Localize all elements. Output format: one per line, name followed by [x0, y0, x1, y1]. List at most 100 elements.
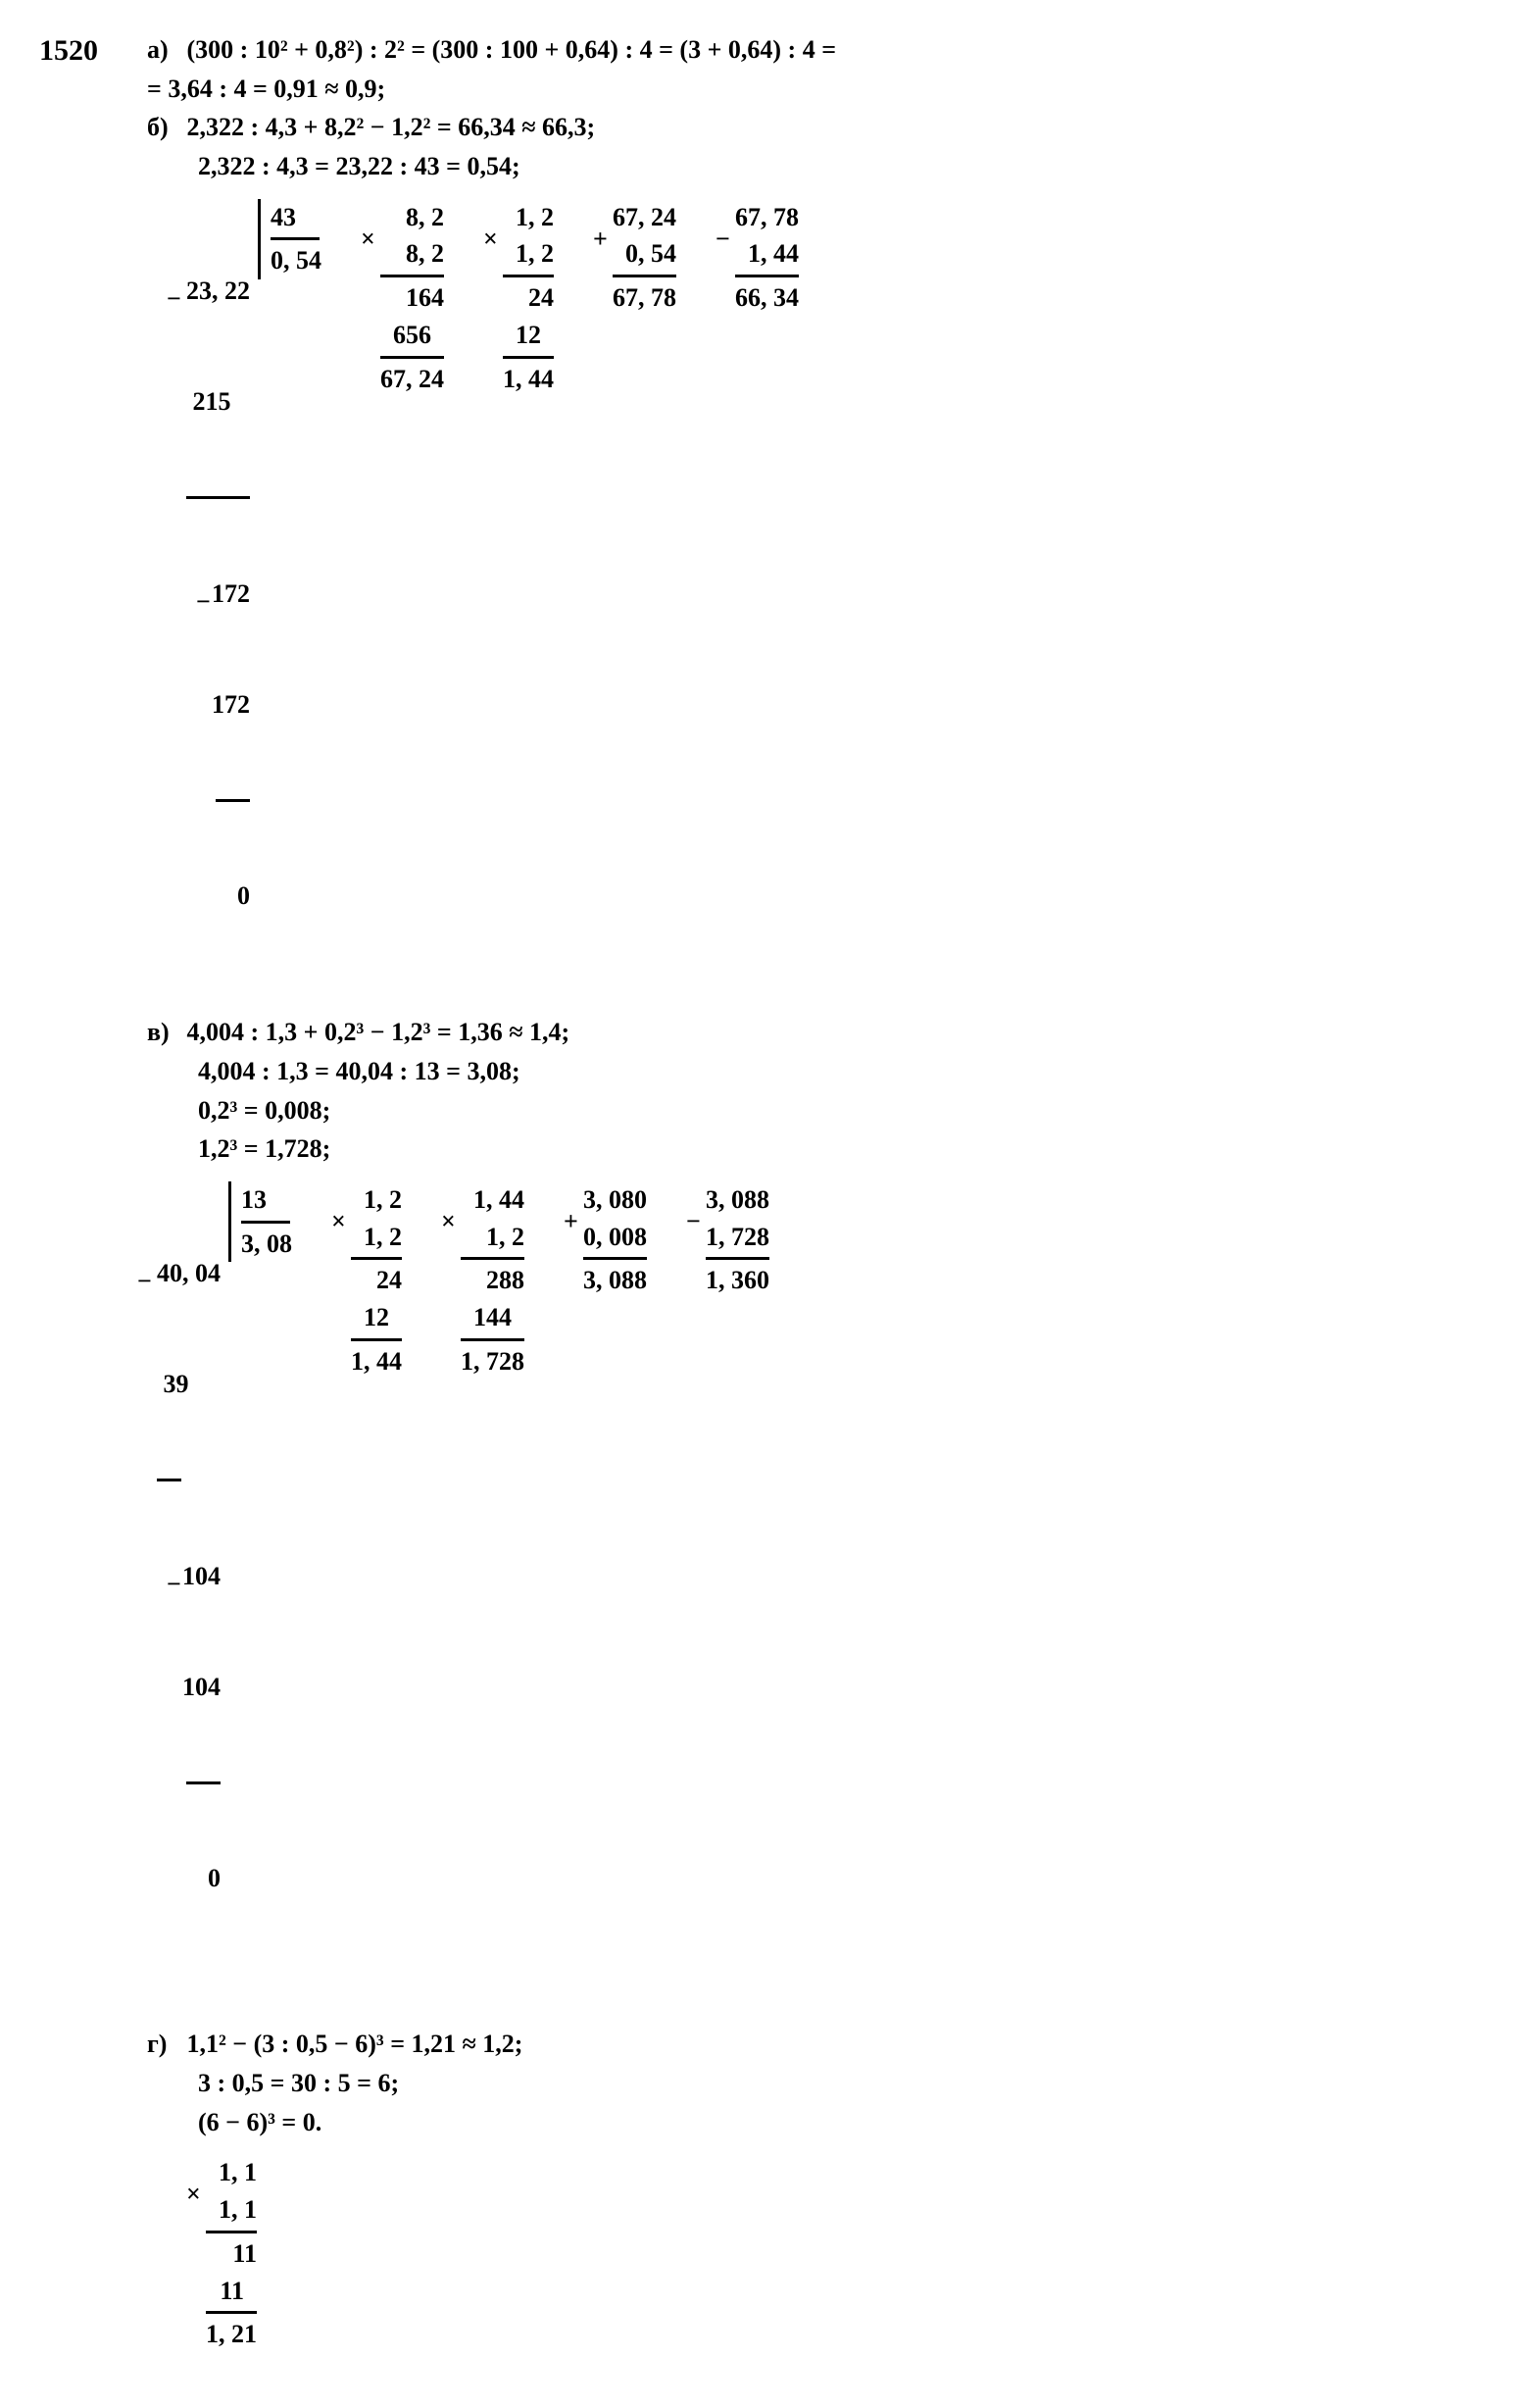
minus-icon: −	[167, 280, 181, 318]
b-div-dividend: 23, 22	[186, 276, 250, 305]
b-m2-p2: 12	[503, 317, 554, 354]
multiply-icon: ×	[441, 1203, 456, 1240]
part-d-expr1: 1,1² − (3 : 0,5 − 6)³ = 1,21 ≈ 1,2;	[187, 2030, 523, 2058]
part-b-work: −23, 22 215 −172 172 0 43 0, 54 8, 2 × 8…	[147, 199, 1491, 988]
c-sub-res: 1, 360	[706, 1262, 769, 1299]
part-d-line3: (6 − 6)³ = 0.	[147, 2104, 1491, 2141]
part-a-line1: а) (300 : 10² + 0,8²) : 2² = (300 : 100 …	[147, 31, 1491, 69]
c-m2-res: 1, 728	[461, 1343, 524, 1380]
c-mult2: 1, 44 × 1, 2 288 144 1, 728	[461, 1181, 524, 1380]
c-sub-b: 1, 728	[706, 1219, 769, 1256]
d-m-a: 1, 1	[206, 2154, 257, 2191]
plus-icon: +	[593, 221, 608, 258]
b-m1-b: 8, 2	[380, 235, 444, 273]
b-sub-res: 66, 34	[735, 279, 799, 317]
c-m2-p2: 144	[461, 1299, 524, 1336]
b-mult2: 1, 2 × 1, 2 24 12 1, 44	[503, 199, 554, 397]
b-m2-res: 1, 44	[503, 361, 554, 398]
part-c-line4: 1,2³ = 1,728;	[147, 1130, 1491, 1168]
part-c-line2: 4,004 : 1,3 = 40,04 : 13 = 3,08;	[147, 1053, 1491, 1090]
b-div-s1: 172	[212, 579, 250, 608]
b-add: 67, 24 + 0, 54 67, 78	[613, 199, 676, 317]
d-m-b: 1, 1	[206, 2191, 257, 2229]
part-d-work: 1, 1 × 1, 1 11 11 1, 21	[147, 2154, 1491, 2352]
c-div-s3: 0	[157, 1860, 221, 1897]
b-sub-a: 67, 78	[735, 199, 799, 236]
c-sub: 3, 088 − 1, 728 1, 360	[706, 1181, 769, 1299]
b-add-a: 67, 24	[613, 199, 676, 236]
d-m-p1: 11	[206, 2235, 257, 2273]
part-a-label: а)	[147, 31, 180, 69]
part-d-label: г)	[147, 2026, 180, 2063]
part-c-expr1: 4,004 : 1,3 + 0,2³ − 1,2³ = 1,36 ≈ 1,4;	[187, 1018, 570, 1046]
d-m-res: 1, 21	[206, 2316, 257, 2353]
b-m1-p1: 164	[380, 279, 444, 317]
part-d-line2: 3 : 0,5 = 30 : 5 = 6;	[147, 2065, 1491, 2102]
b-add-b: 0, 54	[613, 235, 676, 273]
b-div-s3: 0	[186, 878, 250, 915]
b-add-res: 67, 78	[613, 279, 676, 317]
b-div-s0: 215	[186, 383, 250, 421]
c-add-res: 3, 088	[583, 1262, 647, 1299]
c-add: 3, 080 + 0, 008 3, 088	[583, 1181, 647, 1299]
part-d-line1: г) 1,1² − (3 : 0,5 − 6)³ = 1,21 ≈ 1,2;	[147, 2026, 1491, 2063]
c-div-divisor: 13	[241, 1181, 290, 1224]
c-m1-res: 1, 44	[351, 1343, 402, 1380]
plus-icon: +	[564, 1203, 578, 1240]
part-c-line1: в) 4,004 : 1,3 + 0,2³ − 1,2³ = 1,36 ≈ 1,…	[147, 1014, 1491, 1051]
b-div-quotient: 0, 54	[271, 240, 321, 279]
c-mult1: 1, 2 × 1, 2 24 12 1, 44	[351, 1181, 402, 1380]
c-long-division: −40, 04 39 −104 104 0 13 3, 08	[157, 1181, 292, 1971]
c-m2-a: 1, 44	[461, 1181, 524, 1219]
minus-icon: −	[196, 583, 211, 621]
problem-content: а) (300 : 10² + 0,8²) : 2² = (300 : 100 …	[147, 29, 1491, 2379]
d-mult: 1, 1 × 1, 1 11 11 1, 21	[206, 2154, 257, 2352]
part-b-line2: 2,322 : 4,3 = 23,22 : 43 = 0,54;	[147, 148, 1491, 185]
c-sub-a: 3, 088	[706, 1181, 769, 1219]
part-c-line3: 0,2³ = 0,008;	[147, 1092, 1491, 1129]
c-div-dividend: 40, 04	[157, 1259, 221, 1287]
c-m1-p1: 24	[351, 1262, 402, 1299]
c-m2-p1: 288	[461, 1262, 524, 1299]
c-div-s1: 104	[182, 1562, 221, 1590]
problem-row: 1520 а) (300 : 10² + 0,8²) : 2² = (300 :…	[39, 29, 1491, 2379]
c-m1-a: 1, 2	[351, 1181, 402, 1219]
b-div-divisor: 43	[271, 199, 320, 241]
b-m2-a: 1, 2	[503, 199, 554, 236]
c-m1-b: 1, 2	[351, 1219, 402, 1256]
b-sub-b: 1, 44	[735, 235, 799, 273]
c-add-b: 0, 008	[583, 1219, 647, 1256]
c-m2-b: 1, 2	[461, 1219, 524, 1256]
multiply-icon: ×	[331, 1203, 346, 1240]
b-long-division: −23, 22 215 −172 172 0 43 0, 54	[186, 199, 321, 988]
multiply-icon: ×	[361, 221, 375, 258]
part-a-expr1: (300 : 10² + 0,8²) : 2² = (300 : 100 + 0…	[187, 35, 837, 64]
multiply-icon: ×	[483, 221, 498, 258]
part-a-line2: = 3,64 : 4 = 0,91 ≈ 0,9;	[147, 71, 1491, 108]
minus-icon: −	[137, 1263, 152, 1300]
b-div-s2: 172	[186, 686, 250, 724]
c-m1-p2: 12	[351, 1299, 402, 1336]
part-c-label: в)	[147, 1014, 180, 1051]
b-mult1: 8, 2 × 8, 2 164 656 67, 24	[380, 199, 444, 397]
b-m2-b: 1, 2	[503, 235, 554, 273]
b-m1-p2: 656	[380, 317, 444, 354]
b-m2-p1: 24	[503, 279, 554, 317]
b-sub: 67, 78 − 1, 44 66, 34	[735, 199, 799, 317]
c-div-quotient: 3, 08	[241, 1224, 292, 1263]
minus-icon: −	[716, 221, 730, 258]
b-m1-a: 8, 2	[380, 199, 444, 236]
problem-number: 1520	[39, 29, 147, 73]
c-add-a: 3, 080	[583, 1181, 647, 1219]
part-b-expr1: 2,322 : 4,3 + 8,2² − 1,2² = 66,34 ≈ 66,3…	[187, 113, 596, 141]
part-c-work: −40, 04 39 −104 104 0 13 3, 08 1, 2 × 1,…	[147, 1181, 1491, 1971]
part-b-label: б)	[147, 109, 180, 146]
b-m1-res: 67, 24	[380, 361, 444, 398]
multiply-icon: ×	[186, 2176, 201, 2213]
c-div-s0: 39	[157, 1366, 221, 1403]
part-b-line1: б) 2,322 : 4,3 + 8,2² − 1,2² = 66,34 ≈ 6…	[147, 109, 1491, 146]
minus-icon: −	[167, 1566, 181, 1603]
c-div-s2: 104	[157, 1669, 221, 1706]
minus-icon: −	[686, 1203, 701, 1240]
d-m-p2: 11	[206, 2273, 257, 2310]
